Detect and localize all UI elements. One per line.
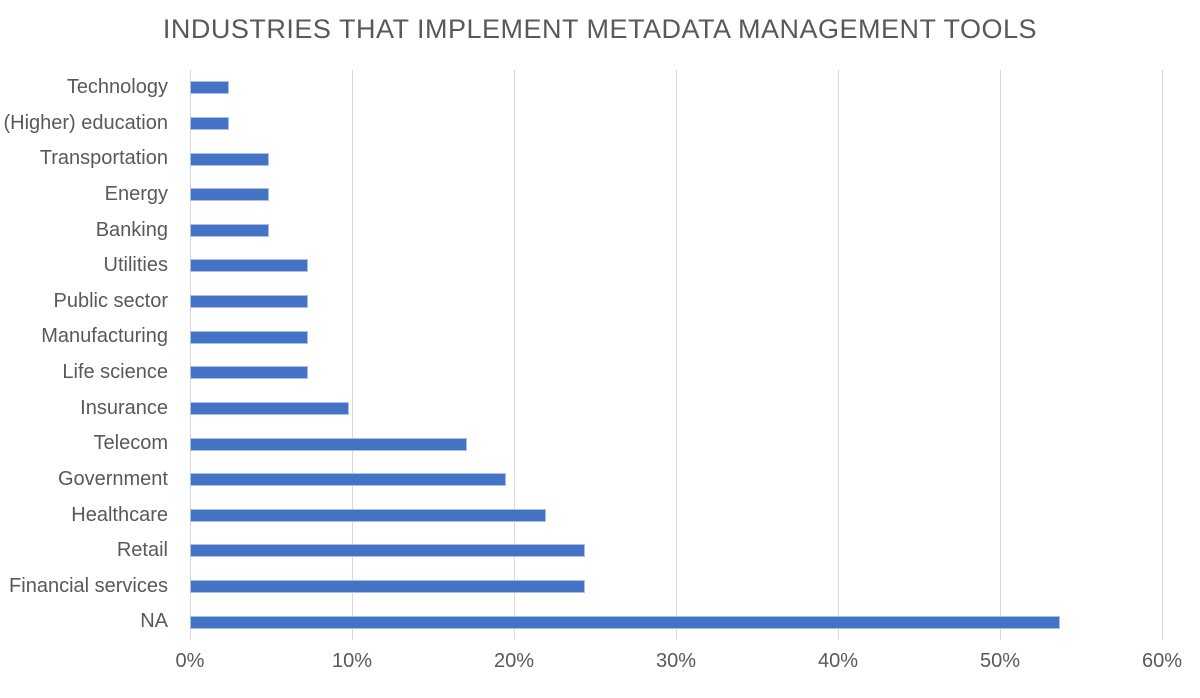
x-tick-label-30: 30%: [655, 650, 697, 672]
bar-financial-services: [190, 580, 586, 594]
gridline-0: [190, 70, 191, 640]
gridline-60: [1162, 70, 1163, 640]
category-label-retail: Retail: [116, 539, 168, 562]
bar-higher-education: [190, 116, 229, 130]
category-label-technology: Technology: [66, 76, 168, 98]
category-label-telecom: Telecom: [93, 432, 168, 455]
x-tick-label-10: 10%: [331, 650, 373, 672]
x-tick-label-20: 20%: [493, 650, 535, 672]
plot-area: [190, 70, 1163, 640]
gridline-20: [514, 70, 515, 640]
category-label-financial-services: Financial services: [9, 574, 168, 597]
bar-insurance: [190, 401, 349, 415]
x-tick-label-0: 0%: [175, 650, 205, 672]
bar-healthcare: [190, 508, 547, 522]
bar-na: [190, 615, 1060, 629]
category-label-energy: Energy: [104, 182, 168, 205]
bar-transportation: [190, 152, 270, 166]
category-label-insurance: Insurance: [80, 396, 168, 419]
category-label-higher-education: (Higher) education: [3, 111, 168, 134]
category-label-banking: Banking: [95, 218, 168, 241]
bar-utilities: [190, 259, 309, 273]
bar-technology: [190, 81, 229, 95]
bar-banking: [190, 223, 270, 237]
bar-retail: [190, 544, 586, 558]
category-label-na: NA: [140, 610, 168, 633]
chart-title: INDUSTRIES THAT IMPLEMENT METADATA MANAG…: [162, 14, 1038, 44]
gridline-10: [352, 70, 353, 640]
category-label-government: Government: [57, 467, 168, 490]
category-label-public-sector: Public sector: [53, 289, 169, 312]
x-tick-label-50: 50%: [979, 650, 1021, 672]
category-label-manufacturing: Manufacturing: [41, 325, 168, 348]
x-tick-label-60: 60%: [1141, 650, 1183, 672]
bar-energy: [190, 188, 270, 202]
category-label-transportation: Transportation: [39, 147, 168, 170]
category-label-healthcare: Healthcare: [71, 503, 168, 526]
x-tick-label-40: 40%: [817, 650, 859, 672]
bar-public-sector: [190, 295, 309, 309]
gridline-30: [676, 70, 677, 640]
bar-manufacturing: [190, 330, 309, 344]
gridline-50: [1000, 70, 1001, 640]
bar-government: [190, 473, 506, 487]
category-label-utilities: Utilities: [103, 254, 168, 277]
gridline-40: [838, 70, 839, 640]
bar-life-science: [190, 366, 309, 380]
category-label-life-science: Life science: [62, 361, 168, 383]
bar-telecom: [190, 437, 468, 451]
